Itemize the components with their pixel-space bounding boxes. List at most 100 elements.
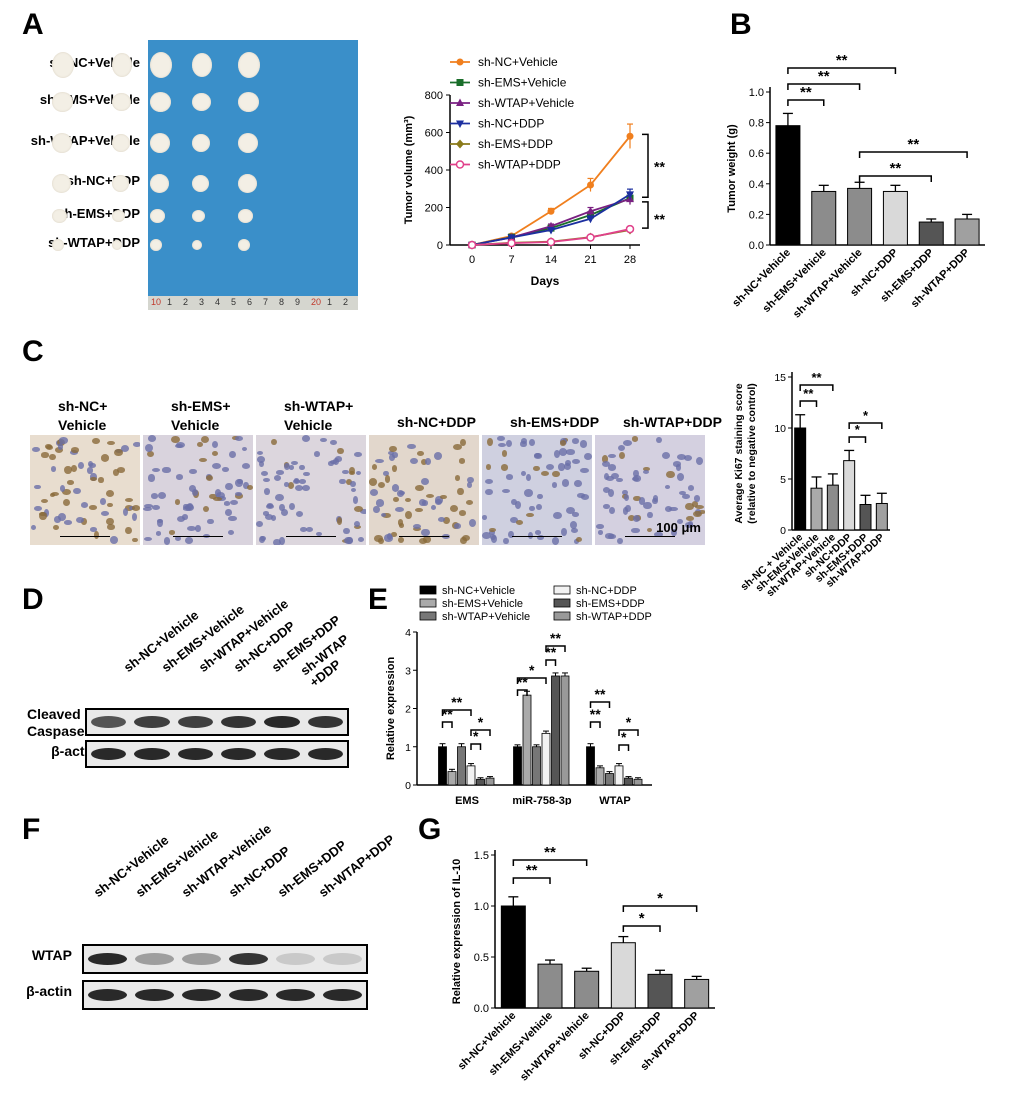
blot-band — [276, 989, 315, 1001]
nucleus — [122, 507, 128, 516]
nucleus — [44, 509, 50, 517]
nucleus — [525, 473, 531, 482]
nucleus — [694, 505, 704, 510]
point-marker — [626, 132, 634, 140]
bar — [438, 746, 447, 786]
nucleus — [514, 501, 521, 509]
nucleus — [375, 499, 385, 507]
nucleus — [440, 494, 448, 500]
nucleus — [276, 470, 285, 475]
nucleus — [259, 535, 266, 544]
blot-band — [135, 989, 174, 1001]
panel-letter-d: D — [22, 583, 44, 616]
nucleus — [389, 445, 397, 453]
nucleus — [349, 480, 356, 488]
nucleus — [31, 447, 40, 453]
nucleus — [200, 435, 209, 443]
nucleus — [622, 507, 628, 515]
nucleus — [350, 487, 356, 492]
nucleus — [92, 438, 100, 445]
nucleus — [617, 445, 625, 452]
y-tick-label: 0.0 — [474, 1003, 489, 1015]
tumor-photo: 10 1 2 3 4 5 6 7 8 9 20 1 2 — [52, 40, 358, 310]
y-tick-label: 0 — [437, 240, 443, 252]
legend-label: sh-EMS+DDP — [478, 137, 553, 151]
nucleus — [278, 536, 285, 545]
bar — [918, 221, 944, 246]
point-marker — [456, 120, 464, 128]
nucleus — [482, 515, 488, 520]
y-axis-label: Tumor volume (mm³) — [403, 115, 415, 224]
nucleus — [374, 458, 384, 463]
sig-label: * — [626, 714, 632, 730]
nucleus — [359, 508, 366, 514]
y-tick-label: 0.2 — [749, 209, 764, 221]
nucleus — [147, 450, 155, 457]
sig-bracket — [470, 743, 482, 750]
blot-band — [307, 716, 343, 728]
nucleus — [224, 482, 233, 491]
ruler-tick-label: 20 — [311, 297, 322, 307]
nucleus — [564, 459, 571, 467]
nucleus — [617, 537, 623, 544]
point-marker — [456, 58, 464, 66]
ihc-label: sh-WTAP+DDP — [623, 413, 722, 432]
tumor-weight-chart: 0.00.20.40.60.81.0sh-NC+Vehiclesh-EMS+Ve… — [726, 52, 985, 320]
bar — [560, 675, 570, 786]
tumor — [238, 92, 259, 112]
legend-swatch — [419, 611, 437, 621]
nucleus — [339, 478, 346, 485]
ihc-label: sh-NC+DDP — [397, 413, 476, 432]
nucleus — [387, 450, 395, 456]
nucleus — [230, 499, 239, 505]
legend-swatch — [553, 598, 571, 608]
nucleus — [652, 494, 659, 503]
nucleus — [633, 469, 639, 478]
sig-bracket — [512, 859, 588, 866]
blot-band — [134, 748, 170, 760]
nucleus — [672, 461, 681, 467]
blot-band — [229, 989, 268, 1001]
nucleus — [596, 524, 605, 529]
nucleus — [143, 536, 152, 541]
row-label-line: β-actin — [26, 983, 72, 999]
nucleus — [89, 463, 97, 469]
tumor — [238, 209, 253, 223]
nucleus — [465, 499, 473, 505]
nucleus — [676, 519, 683, 525]
sig-bracket — [642, 133, 649, 198]
blot-band — [229, 953, 268, 965]
nucleus — [313, 450, 321, 457]
nucleus — [571, 512, 580, 518]
nucleus — [75, 516, 85, 524]
sig-label: ** — [526, 862, 538, 879]
nucleus — [605, 533, 614, 539]
nucleus — [175, 442, 185, 449]
nucleus — [143, 506, 153, 511]
nucleus — [59, 484, 66, 492]
nucleus — [391, 465, 397, 472]
ihc-image — [256, 435, 366, 545]
nucleus — [580, 467, 589, 474]
tumor — [52, 92, 73, 112]
nucleus — [572, 458, 580, 464]
bar — [457, 746, 466, 786]
point-marker — [586, 215, 595, 224]
ruler-tick-label: 2 — [183, 297, 189, 307]
nucleus — [623, 494, 629, 501]
nucleus — [397, 537, 405, 544]
nucleus — [392, 496, 399, 503]
lane-label: sh-WTAP+DDP — [316, 832, 398, 900]
nucleus — [685, 515, 694, 521]
nucleus — [560, 527, 567, 536]
nucleus — [521, 437, 528, 444]
y-tick-label: 15 — [774, 372, 786, 384]
bar — [551, 675, 560, 786]
y-tick-label: 800 — [425, 90, 443, 102]
tumor — [112, 174, 129, 192]
blot-band — [134, 716, 170, 728]
sig-label: ** — [590, 706, 601, 722]
blot-band — [91, 716, 127, 728]
nucleus — [171, 435, 180, 444]
